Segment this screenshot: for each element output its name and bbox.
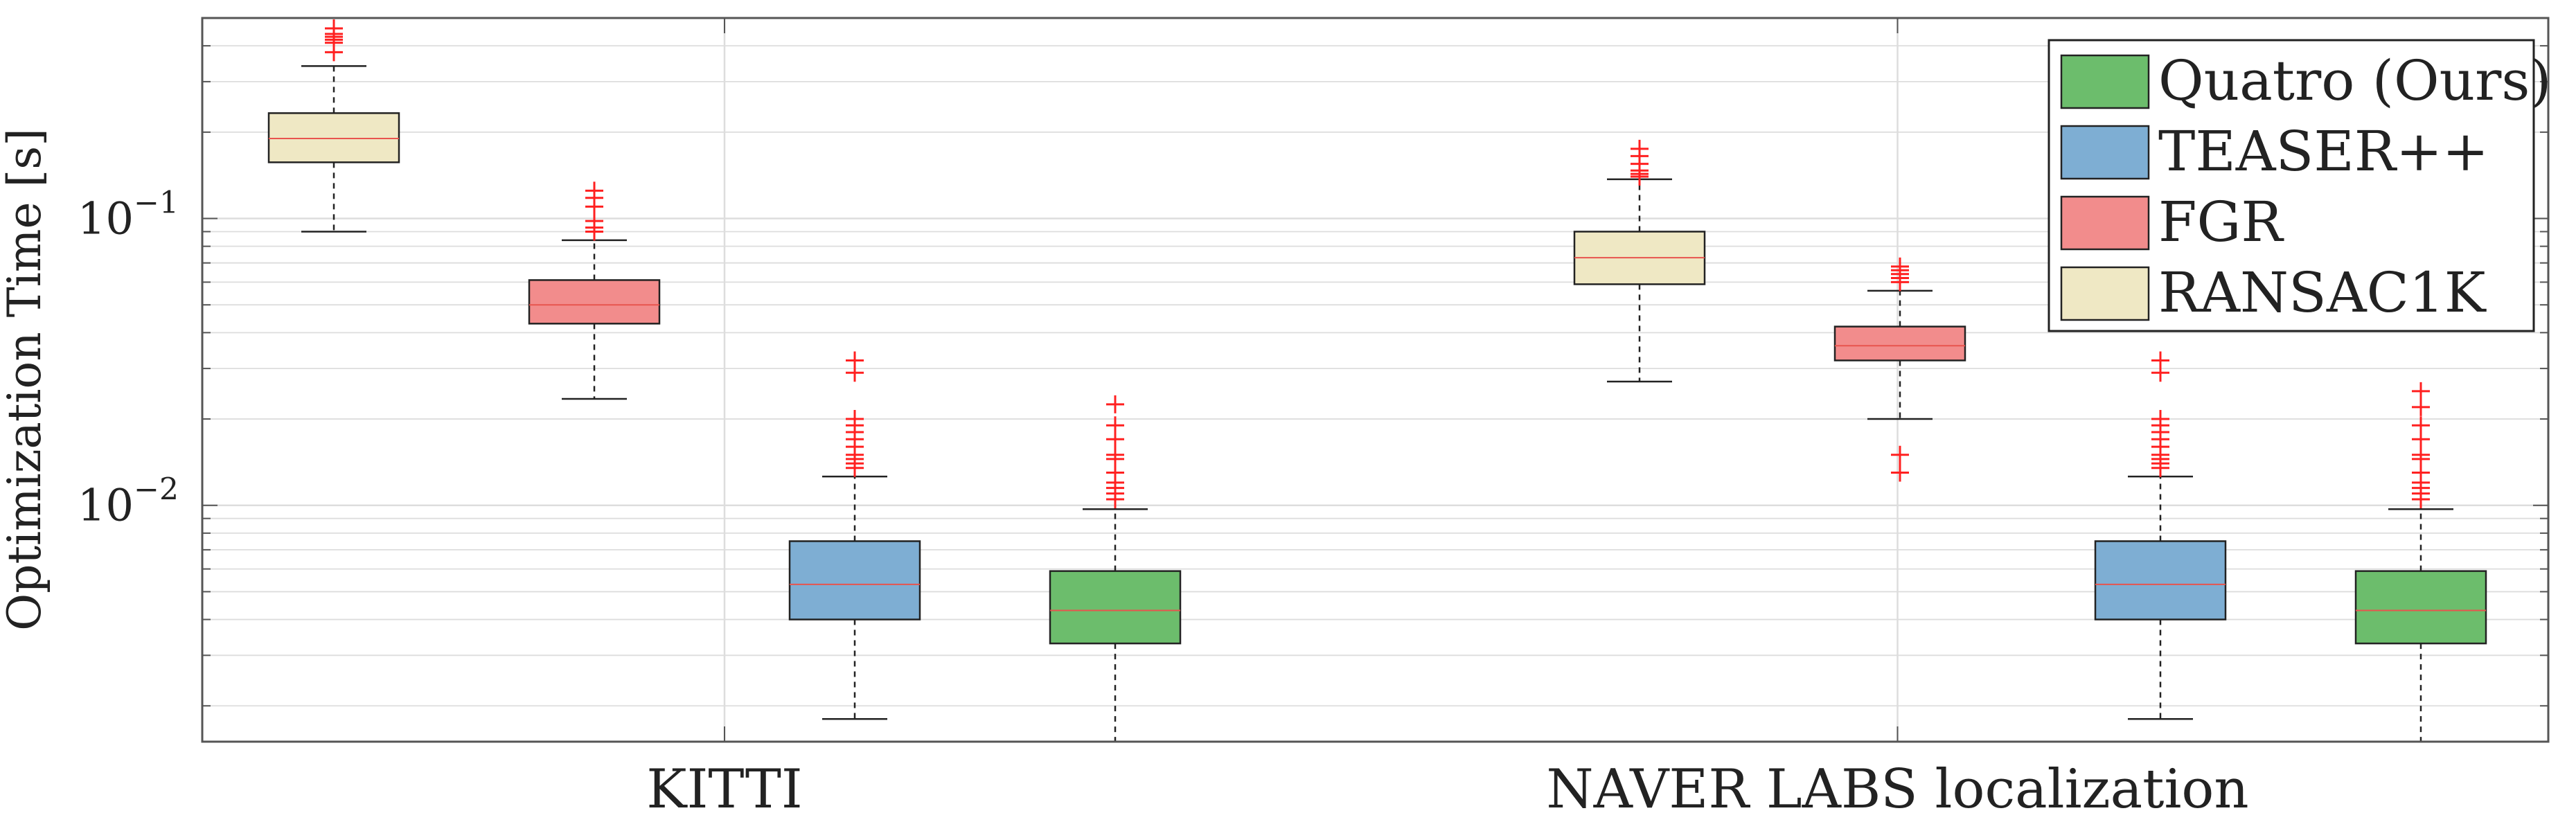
legend-label: TEASER++ — [2158, 119, 2489, 184]
outlier-marker — [1106, 416, 1124, 435]
outlier-marker — [1106, 445, 1124, 464]
y-tick-label: 10−1 — [78, 186, 179, 245]
legend-item: Quatro (Ours) — [2060, 48, 2552, 113]
box-iqr — [1049, 570, 1182, 645]
outlier-marker — [2412, 397, 2430, 416]
outlier-marker — [2412, 416, 2430, 435]
outlier-marker — [2151, 410, 2169, 429]
y-tick-label: 10−2 — [78, 472, 179, 532]
outlier-marker — [585, 181, 603, 200]
outlier-marker — [2151, 351, 2169, 370]
x-axis-categories: KITTI NAVER LABS localization — [646, 758, 2248, 821]
plot-area-frame — [201, 17, 2550, 743]
legend-item: RANSAC1K — [2060, 260, 2487, 325]
box-iqr — [2354, 570, 2487, 645]
box-fgr — [1833, 257, 1966, 482]
legend-label: FGR — [2158, 190, 2284, 254]
legend-item: FGR — [2060, 190, 2284, 254]
outlier-marker — [2412, 445, 2430, 464]
box-iqr — [788, 540, 921, 620]
box-teaser- — [788, 351, 921, 720]
box-fgr — [528, 181, 661, 400]
outlier-marker — [1891, 445, 1909, 464]
outlier-marker — [846, 351, 864, 370]
category-label: KITTI — [646, 758, 802, 821]
y-axis-label: Optimization Time [s] — [0, 128, 51, 631]
legend-label: RANSAC1K — [2158, 260, 2487, 325]
y-axis-ticks: 10−1 10−2 — [78, 17, 2548, 742]
outlier-marker — [325, 19, 343, 37]
box-iqr — [2094, 540, 2227, 620]
legend-label: Quatro (Ours) — [2158, 48, 2552, 113]
legend-item: TEASER++ — [2060, 119, 2489, 184]
legend-swatch — [2060, 54, 2150, 109]
box-quatro-ours- — [2354, 382, 2487, 743]
outlier-marker — [1631, 139, 1649, 158]
outlier-marker — [1891, 257, 1909, 276]
box-iqr — [1833, 325, 1966, 361]
outlier-marker — [1891, 463, 1909, 482]
box-iqr — [267, 112, 400, 163]
legend-swatch — [2060, 125, 2150, 180]
box-teaser- — [2094, 351, 2227, 720]
box-ransac1k — [1573, 139, 1706, 383]
category-label: NAVER LABS localization — [1546, 758, 2248, 821]
box-ransac1k — [267, 19, 400, 233]
legend-swatch — [2060, 266, 2150, 321]
box-plots — [267, 19, 2487, 743]
box-quatro-ours- — [1049, 395, 1182, 743]
outlier-marker — [1106, 395, 1124, 413]
outlier-marker — [2412, 382, 2430, 400]
outlier-marker — [846, 410, 864, 429]
legend-swatch — [2060, 195, 2150, 251]
box-iqr — [528, 279, 661, 325]
